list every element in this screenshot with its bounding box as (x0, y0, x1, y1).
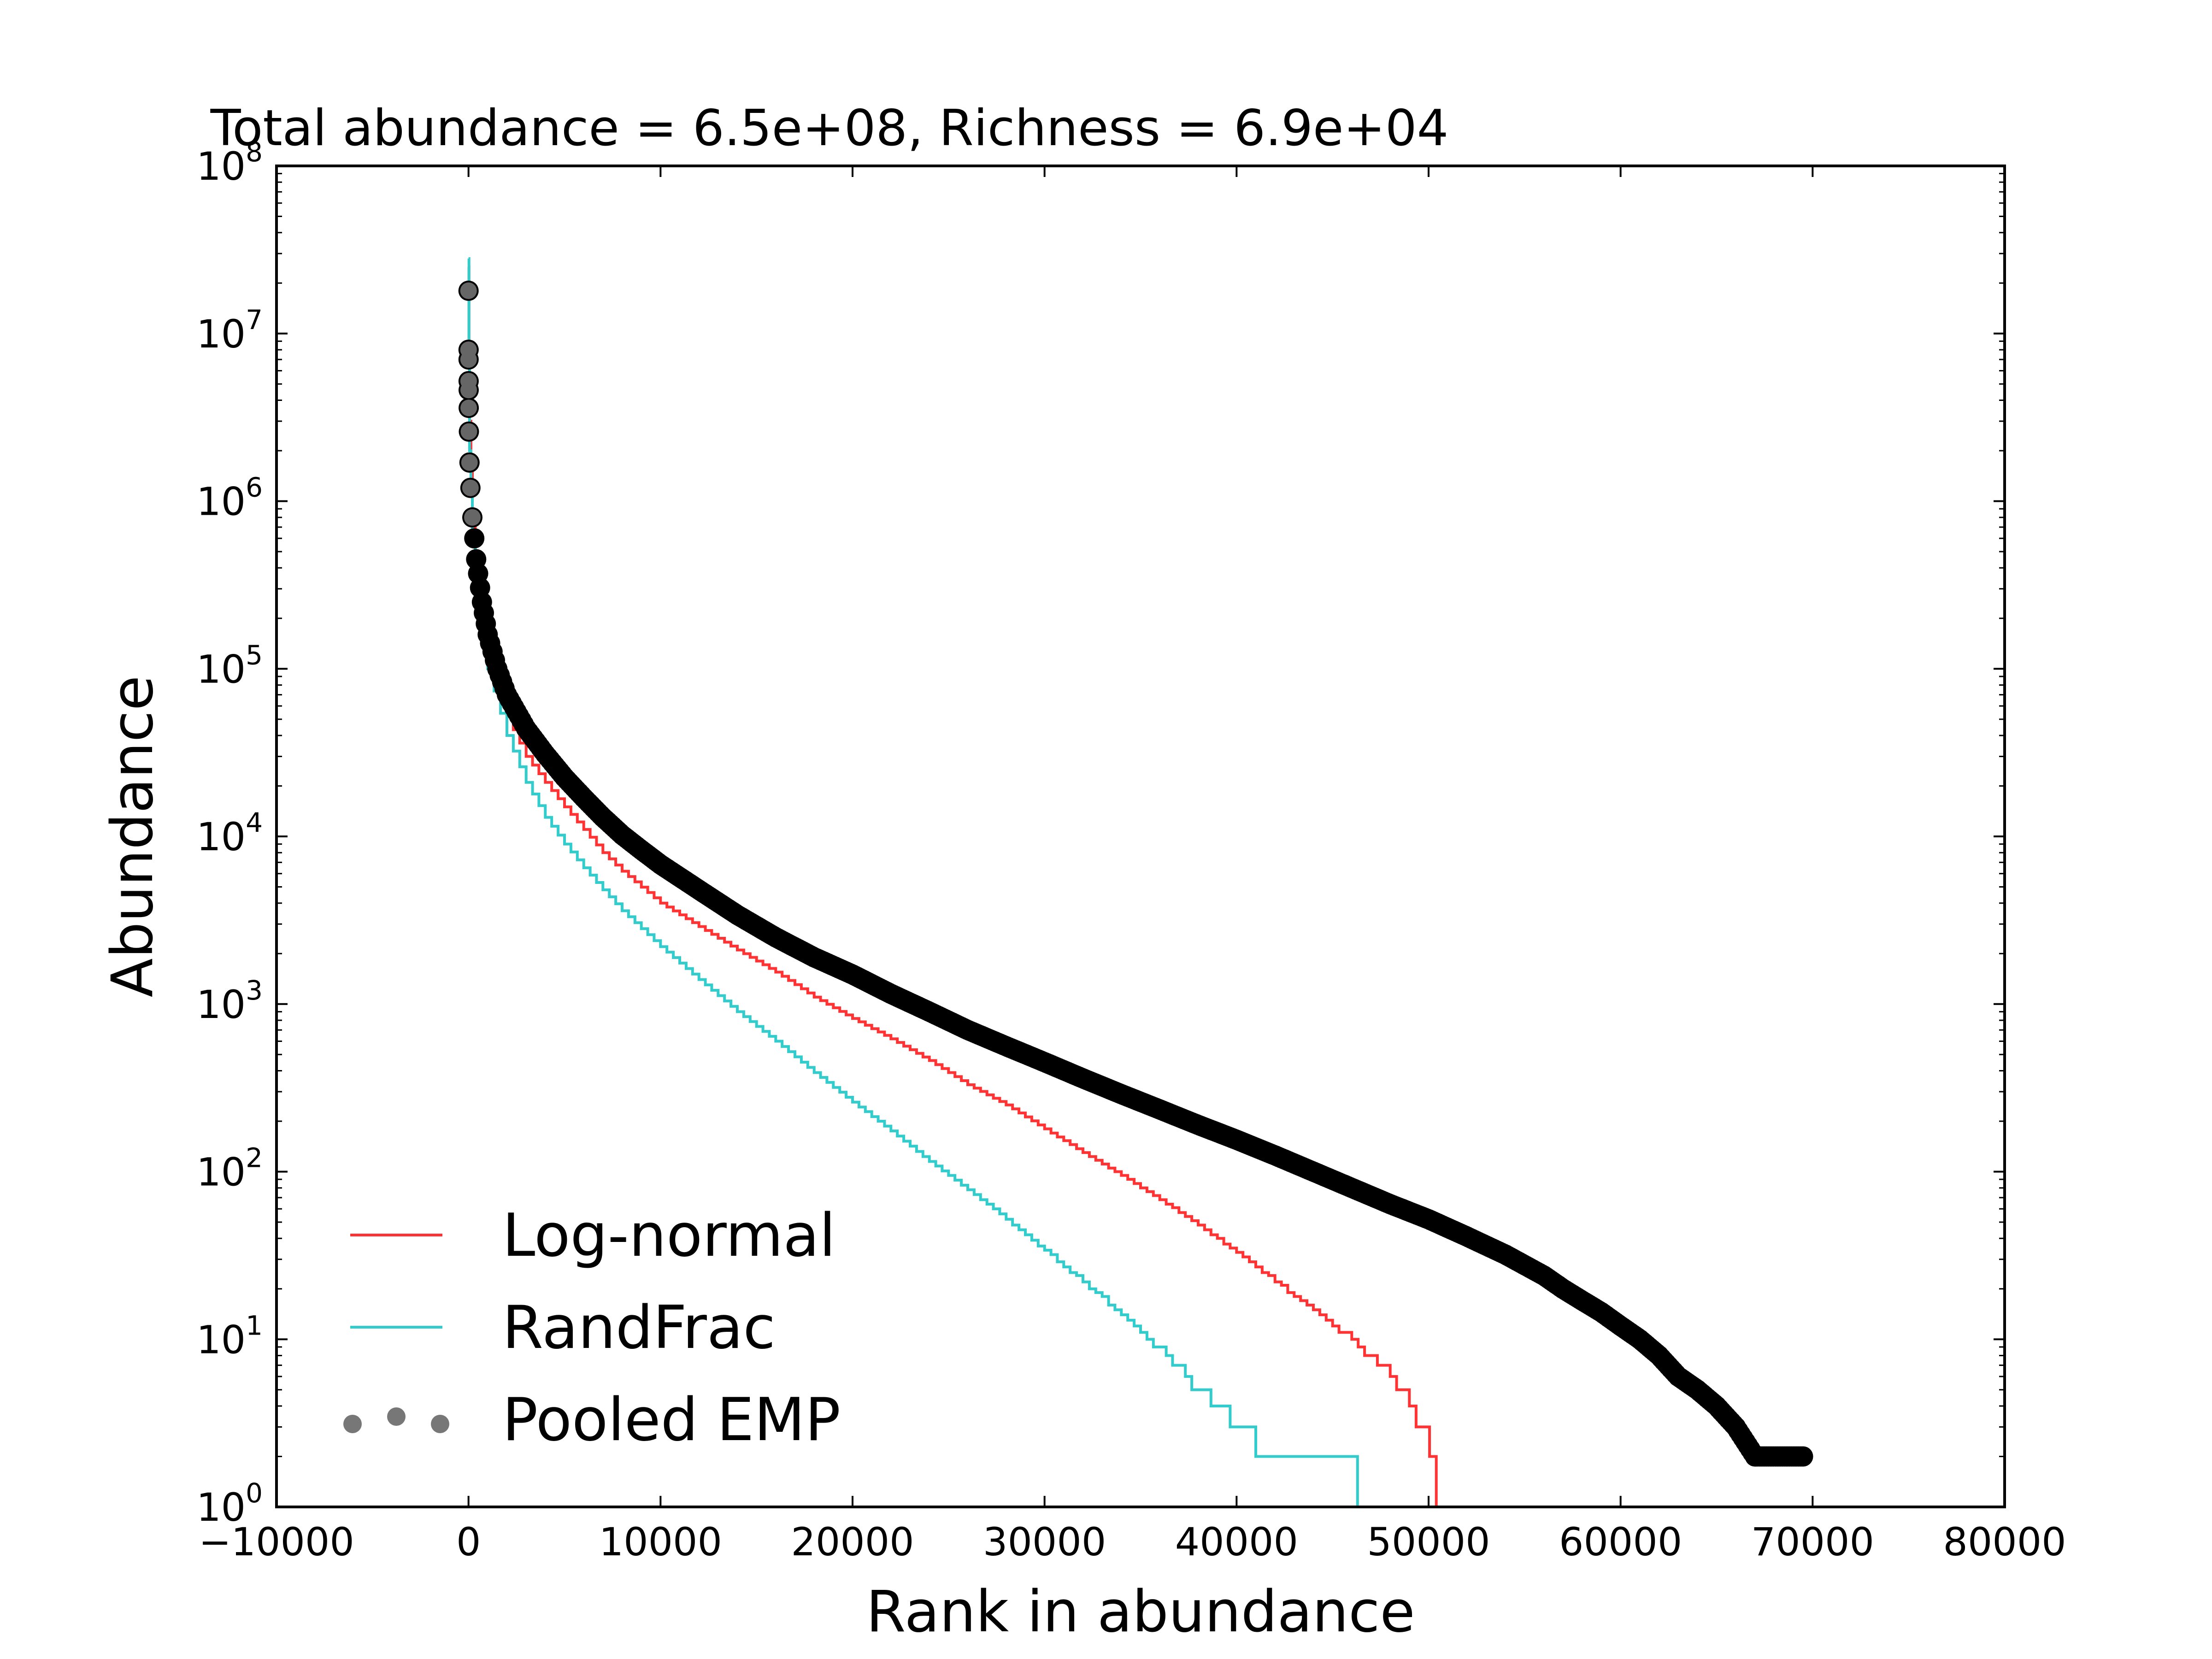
y-tick-exponent: 7 (246, 304, 263, 335)
x-tick-label: 70000 (1751, 1519, 1874, 1565)
y-tick-exponent: 4 (246, 807, 263, 838)
data-point (460, 282, 477, 299)
x-tick-label: 30000 (983, 1519, 1106, 1565)
y-tick-label: 100 (196, 1477, 263, 1530)
y-tick-label: 107 (196, 304, 263, 357)
x-tick-label: 50000 (1367, 1519, 1490, 1565)
x-axis-title: Rank in abundance (866, 1579, 1415, 1645)
data-point (464, 528, 485, 549)
y-tick-exponent: 8 (246, 136, 263, 168)
x-tick-label: 60000 (1559, 1519, 1682, 1565)
y-tick-base: 10 (196, 1485, 246, 1530)
y-tick-label: 103 (196, 975, 263, 1027)
y-tick-base: 10 (196, 1317, 246, 1362)
ticks-layer: −10000 0 10000 20000 30000 40000 50000 60000 700… (196, 136, 2066, 1565)
y-axis-title: Abundance (100, 676, 166, 997)
legend-marker (387, 1407, 406, 1426)
y-tick-exponent: 1 (246, 1310, 263, 1341)
legend-label: Pooled EMP (502, 1386, 841, 1454)
data-point (461, 454, 478, 471)
series-line (467, 257, 1359, 1507)
y-tick-label: 102 (196, 1142, 263, 1195)
y-tick-exponent: 5 (246, 639, 263, 671)
y-tick-label: 101 (196, 1310, 263, 1362)
y-tick-label: 106 (196, 472, 263, 524)
y-tick-label: 108 (196, 136, 263, 189)
data-point (464, 509, 481, 526)
legend-item-log-normal: Log-normal (350, 1201, 835, 1270)
y-tick-exponent: 6 (246, 472, 263, 503)
data-point (460, 351, 477, 368)
legend: Log-normal RandFrac Pooled EMP (343, 1201, 841, 1454)
series-pooled-emp (458, 280, 1813, 1467)
y-tick-base: 10 (196, 1150, 246, 1195)
data-point (462, 479, 479, 496)
legend-item-pooled-emp: Pooled EMP (343, 1386, 841, 1454)
x-tick-label: 0 (456, 1519, 481, 1565)
data-point (460, 400, 477, 417)
legend-marker (431, 1415, 449, 1433)
x-tick-label: −10000 (199, 1519, 354, 1565)
y-tick-base: 10 (196, 982, 246, 1027)
x-tick-label: 40000 (1175, 1519, 1298, 1565)
series-randfrac (467, 257, 1359, 1507)
series-layer (458, 257, 1813, 1507)
y-tick-base: 10 (196, 312, 246, 357)
y-tick-label: 105 (196, 639, 263, 692)
x-tick-label: 80000 (1943, 1519, 2066, 1565)
series-line (467, 265, 1438, 1507)
y-tick-base: 10 (196, 647, 246, 692)
y-tick-base: 10 (196, 814, 246, 859)
x-tick-label: 20000 (791, 1519, 914, 1565)
legend-item-randfrac: RandFrac (350, 1294, 776, 1362)
x-tick-label: 10000 (599, 1519, 722, 1565)
legend-marker (343, 1415, 362, 1433)
y-tick-exponent: 2 (246, 1142, 263, 1174)
series-log-normal (467, 265, 1438, 1507)
y-tick-base: 10 (196, 144, 246, 189)
legend-label: Log-normal (502, 1201, 835, 1270)
chart-title: Total abundance = 6.5e+08, Richness = 6.… (210, 100, 1449, 157)
data-point (1793, 1446, 1813, 1467)
y-tick-label: 104 (196, 807, 263, 859)
y-tick-base: 10 (196, 479, 246, 524)
data-point (460, 382, 477, 399)
y-tick-exponent: 3 (246, 975, 263, 1006)
y-tick-exponent: 0 (246, 1477, 263, 1509)
legend-label: RandFrac (502, 1294, 776, 1362)
data-point (460, 423, 477, 440)
